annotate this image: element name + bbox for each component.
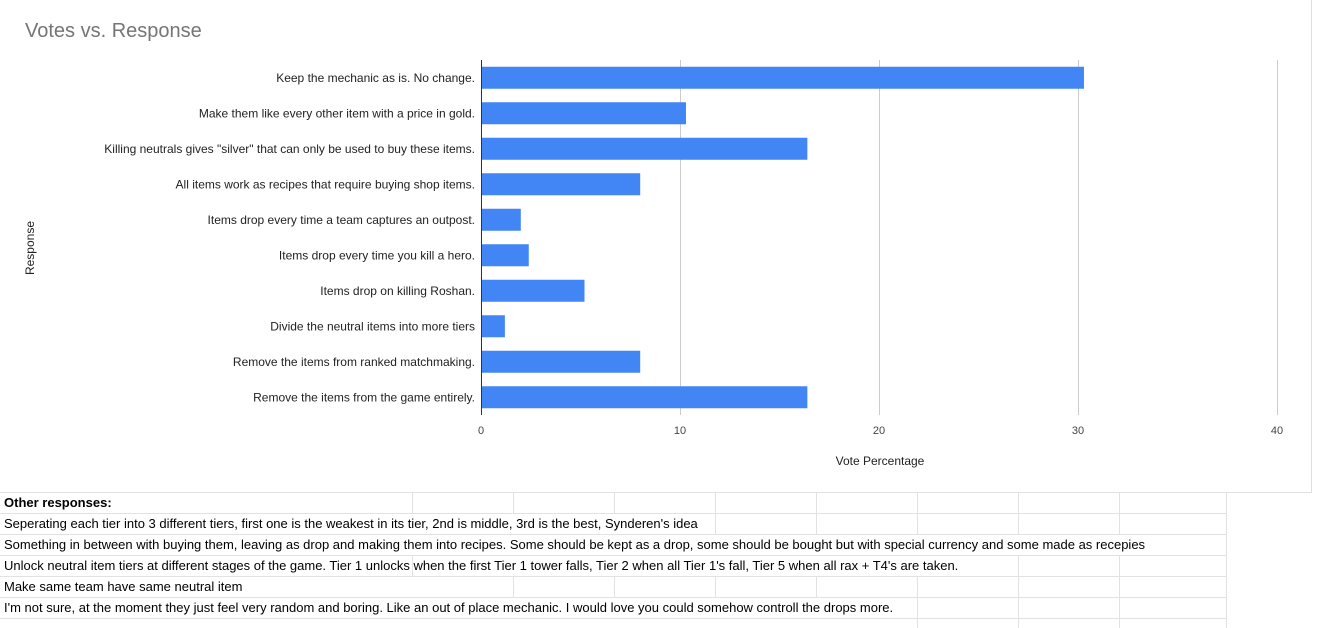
sheet-cell-row-5[interactable]: I'm not sure, at the moment they just fe… xyxy=(4,600,894,615)
sheet-cell-row-3[interactable]: Unlock neutral item tiers at different s… xyxy=(4,558,959,573)
x-tick-label: 20 xyxy=(873,425,885,437)
sheet-cell-row-4[interactable]: Make same team have same neutral item xyxy=(4,579,243,594)
x-tick-label: 0 xyxy=(478,425,484,437)
x-tick-labels: 0 10 20 30 40 xyxy=(478,425,1283,437)
bar[interactable] xyxy=(482,173,641,196)
bar-chart: Keep the mechanic as is. No change. Make … xyxy=(23,60,1283,468)
bar[interactable] xyxy=(482,279,585,302)
category-label: Remove the items from ranked matchmaking… xyxy=(233,355,475,369)
bar[interactable] xyxy=(482,137,808,160)
bars xyxy=(482,66,1084,409)
category-label: Items drop every time you kill a hero. xyxy=(279,248,475,262)
bar[interactable] xyxy=(482,315,505,338)
sheet-cell-row-1[interactable]: Seperating each tier into 3 different ti… xyxy=(4,516,698,531)
category-label: Remove the items from the game entirely. xyxy=(253,390,475,404)
category-label: Items drop every time a team captures an… xyxy=(208,213,475,227)
sheet-header-cell[interactable]: Other responses: xyxy=(4,495,112,510)
x-tick-label: 40 xyxy=(1271,425,1283,437)
category-labels: Keep the mechanic as is. No change. Make … xyxy=(104,71,475,405)
bar[interactable] xyxy=(482,350,641,373)
bar[interactable] xyxy=(482,244,529,267)
spreadsheet-other-responses: Other responses: Seperating each tier in… xyxy=(0,492,1230,628)
x-axis-title: Vote Percentage xyxy=(836,454,925,468)
chart-container: Votes vs. Response Keep the mechanic as … xyxy=(0,0,1312,493)
category-label: Keep the mechanic as is. No change. xyxy=(276,71,475,85)
chart-title: Votes vs. Response xyxy=(25,20,202,42)
bar[interactable] xyxy=(482,66,1084,89)
x-tick-label: 10 xyxy=(674,425,686,437)
bar[interactable] xyxy=(482,102,686,125)
bar[interactable] xyxy=(482,208,521,231)
bar[interactable] xyxy=(482,386,808,409)
category-label: Items drop on killing Roshan. xyxy=(320,284,475,298)
category-label: All items work as recipes that require b… xyxy=(176,177,475,191)
gridlines xyxy=(481,60,1278,415)
y-axis-title: Response xyxy=(23,221,37,275)
sheet-gridlines xyxy=(0,492,1227,628)
x-tick-label: 30 xyxy=(1072,425,1084,437)
category-label: Killing neutrals gives "silver" that can… xyxy=(104,142,475,156)
category-label: Make them like every other item with a p… xyxy=(199,106,475,120)
category-label: Divide the neutral items into more tiers xyxy=(270,319,475,333)
sheet-cell-row-2[interactable]: Something in between with buying them, l… xyxy=(4,537,1146,552)
